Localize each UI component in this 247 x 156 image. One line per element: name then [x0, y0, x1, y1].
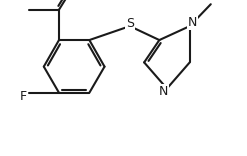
Text: N: N — [159, 85, 168, 98]
Text: S: S — [126, 17, 134, 30]
Text: F: F — [20, 90, 27, 103]
Text: N: N — [187, 16, 197, 29]
